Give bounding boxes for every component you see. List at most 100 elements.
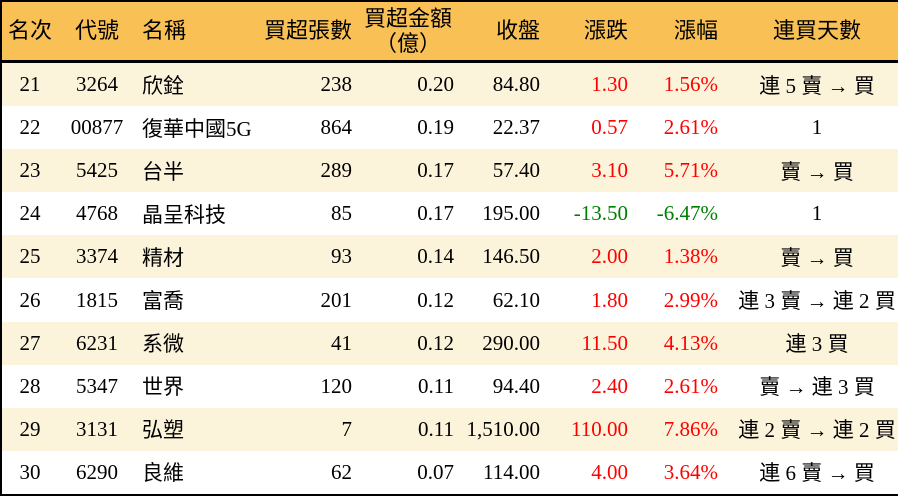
change-cell: 1.30 — [591, 72, 628, 97]
amount-cell: 0.14 — [417, 244, 454, 269]
header-amount-line1: 買超金額 — [363, 5, 452, 31]
change-pct-cell: 4.13% — [663, 330, 718, 355]
volume-cell: 41 — [331, 330, 352, 355]
rank-cell: 24 — [19, 201, 41, 226]
streak-cell: 1 — [811, 201, 823, 226]
table-row: 25 3374 精材 93 0.14 146.50 2.00 1.38% 賣 → 買 — [1, 235, 898, 279]
volume-cell: 93 — [331, 244, 352, 269]
change-cell: 0.57 — [591, 115, 628, 140]
close-cell: 57.40 — [492, 158, 540, 183]
code-cell: 00877 — [70, 115, 124, 140]
change-pct-cell: 1.56% — [663, 72, 718, 97]
name-cell: 晶呈科技 — [142, 202, 226, 227]
name-cell: 良維 — [142, 461, 184, 486]
header-code: 代號 — [58, 1, 136, 63]
streak-cell: 連 3 賣 → 連 2 買 — [738, 289, 896, 314]
table-header: 名次 代號 名稱 買超張數 買超金額 （億） 收盤 漲跌 漲幅 連買天數 — [1, 1, 898, 63]
change-pct-cell: 1.38% — [663, 244, 718, 269]
streak-cell: 1 — [811, 115, 823, 140]
streak-cell: 連 2 賣 → 連 2 買 — [738, 418, 896, 443]
close-cell: 62.10 — [492, 287, 540, 312]
amount-cell: 0.12 — [417, 287, 454, 312]
streak-cell: 賣 → 買 — [780, 159, 854, 184]
amount-cell: 0.11 — [418, 373, 454, 398]
header-rank: 名次 — [1, 1, 58, 63]
amount-cell: 0.19 — [417, 115, 454, 140]
table-row: 27 6231 系微 41 0.12 290.00 11.50 4.13% 連 3 買 — [1, 321, 898, 365]
table-row: 26 1815 富喬 201 0.12 62.10 1.80 2.99% 連 3 賣 → 連 2… — [1, 278, 898, 322]
close-cell: 146.50 — [482, 244, 540, 269]
code-cell: 3374 — [76, 244, 118, 269]
header-row: 名次 代號 名稱 買超張數 買超金額 （億） 收盤 漲跌 漲幅 連買天數 — [1, 1, 898, 63]
rank-cell: 28 — [19, 373, 41, 398]
change-pct-cell: 2.61% — [663, 115, 718, 140]
rank-cell: 23 — [19, 158, 41, 183]
rank-cell: 27 — [19, 330, 41, 355]
change-cell: 11.50 — [581, 330, 628, 355]
name-cell: 世界 — [142, 375, 184, 400]
change-cell: 110.00 — [571, 416, 628, 441]
change-cell: 3.10 — [591, 158, 628, 183]
change-cell: 4.00 — [591, 459, 628, 484]
streak-cell: 連 5 賣 → 買 — [759, 73, 875, 98]
name-cell: 精材 — [142, 245, 184, 270]
volume-cell: 864 — [320, 115, 353, 140]
change-pct-cell: 5.71% — [663, 158, 718, 183]
code-cell: 5347 — [76, 373, 118, 398]
code-cell: 6290 — [76, 459, 118, 484]
rank-cell: 22 — [19, 115, 41, 140]
code-cell: 1815 — [76, 287, 118, 312]
amount-cell: 0.07 — [417, 459, 454, 484]
code-cell: 5425 — [76, 158, 118, 183]
header-streak: 連買天數 — [736, 1, 898, 63]
change-cell: 2.00 — [591, 244, 628, 269]
header-name: 名稱 — [136, 1, 264, 63]
close-cell: 94.40 — [492, 373, 540, 398]
amount-cell: 0.12 — [417, 330, 454, 355]
name-cell: 弘塑 — [142, 418, 184, 443]
header-change-pct: 漲幅 — [644, 1, 736, 63]
code-cell: 3264 — [76, 72, 118, 97]
amount-cell: 0.11 — [418, 416, 454, 441]
header-amount: 買超金額 （億） — [362, 1, 464, 63]
rank-cell: 29 — [19, 416, 41, 441]
header-close: 收盤 — [464, 1, 556, 63]
close-cell: 114.00 — [483, 459, 540, 484]
volume-cell: 201 — [320, 287, 353, 312]
amount-cell: 0.17 — [417, 158, 454, 183]
name-cell: 富喬 — [142, 289, 184, 314]
rank-cell: 30 — [19, 459, 41, 484]
change-pct-cell: 3.64% — [663, 459, 718, 484]
rank-cell: 21 — [19, 72, 41, 97]
rank-cell: 26 — [19, 287, 41, 312]
rank-cell: 25 — [19, 244, 41, 269]
table-body: 21 3264 欣銓 238 0.20 84.80 1.30 1.56% 連 5 賣 → 買 22… — [1, 61, 898, 495]
change-pct-cell: 2.61% — [663, 373, 718, 398]
change-cell: -13.50 — [573, 201, 628, 226]
name-cell: 台半 — [142, 159, 184, 184]
close-cell: 290.00 — [482, 330, 540, 355]
volume-cell: 289 — [320, 158, 353, 183]
table-row: 23 5425 台半 289 0.17 57.40 3.10 5.71% 賣 → 買 — [1, 149, 898, 193]
table-row: 30 6290 良維 62 0.07 114.00 4.00 3.64% 連 6 賣 → 買 — [1, 450, 898, 495]
change-cell: 1.80 — [591, 287, 628, 312]
table-row: 24 4768 晶呈科技 85 0.17 195.00 -13.50 -6.47% 1 — [1, 192, 898, 236]
table-row: 29 3131 弘塑 7 0.11 1,510.00 110.00 7.86% 連 2 賣 → … — [1, 407, 898, 451]
close-cell: 1,510.00 — [466, 416, 541, 441]
table-row: 28 5347 世界 120 0.11 94.40 2.40 2.61% 賣 → 連 3 買 — [1, 364, 898, 408]
name-cell: 復華中國5G — [142, 116, 252, 141]
streak-cell: 連 3 買 — [785, 332, 849, 357]
header-change: 漲跌 — [556, 1, 644, 63]
code-cell: 4768 — [76, 201, 118, 226]
header-volume: 買超張數 — [264, 1, 362, 63]
name-cell: 欣銓 — [142, 73, 184, 98]
code-cell: 6231 — [76, 330, 118, 355]
code-cell: 3131 — [76, 416, 118, 441]
change-pct-cell: 7.86% — [663, 416, 718, 441]
volume-cell: 62 — [331, 459, 352, 484]
change-pct-cell: -6.47% — [656, 201, 718, 226]
volume-cell: 238 — [320, 72, 353, 97]
streak-cell: 賣 → 買 — [780, 245, 854, 270]
